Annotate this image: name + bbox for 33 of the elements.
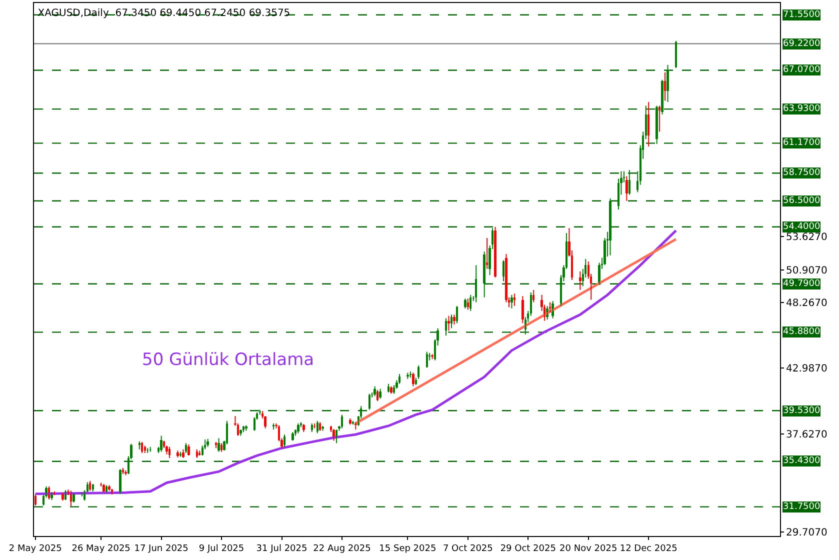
y-tick-label: 42.9870 [786, 363, 828, 374]
ref-line-label: 45.8800 [783, 327, 820, 337]
ref-line-label: 69.2200 [783, 39, 820, 49]
x-tick-label: 26 May 2025 [72, 544, 130, 554]
x-tick-label: 2 May 2025 [8, 544, 62, 554]
ref-line-label: 39.5300 [783, 406, 820, 416]
x-tick-label: 29 Oct 2025 [500, 544, 556, 554]
ref-line-label: 58.7500 [783, 168, 820, 178]
ref-line-label: 56.5000 [783, 196, 820, 206]
ref-line-label: 67.0700 [783, 65, 820, 75]
ref-line-label: 61.1700 [783, 138, 820, 148]
text: XAGUSD,Daily 67.3450 69.4450 67.2450 69.3575 [38, 8, 290, 19]
y-tick-label: 37.6270 [786, 430, 828, 441]
ref-line-label: 71.5500 [783, 10, 820, 20]
line-series [34, 229, 678, 496]
text: 50 Günlük Ortalama [142, 350, 314, 370]
x-tick-label: 7 Oct 2025 [442, 544, 493, 554]
y-tick-label: 29.7070 [786, 528, 828, 539]
ref-line-label: 49.7900 [783, 279, 820, 289]
x-tick-label: 17 Jun 2025 [134, 544, 188, 554]
ref-line-label: 31.7500 [783, 502, 820, 512]
x-tick-label: 12 Dec 2025 [620, 544, 678, 554]
y-tick-label: 48.2670 [786, 298, 828, 310]
x-tick-label: 22 Aug 2025 [313, 544, 371, 554]
x-tick-label: 15 Sep 2025 [379, 544, 436, 554]
ref-line-label: 54.4000 [783, 222, 820, 232]
x-tick-label: 9 Jul 2025 [198, 544, 244, 554]
y-tick-label: 50.9070 [786, 266, 828, 277]
ref-line-label: 63.9300 [783, 104, 820, 114]
y-tick-label: 53.6270 [786, 232, 828, 243]
x-tick-label: 20 Nov 2025 [560, 544, 618, 554]
x-tick-label: 31 Jul 2025 [256, 544, 308, 554]
ref-line-label: 35.4300 [783, 456, 820, 466]
